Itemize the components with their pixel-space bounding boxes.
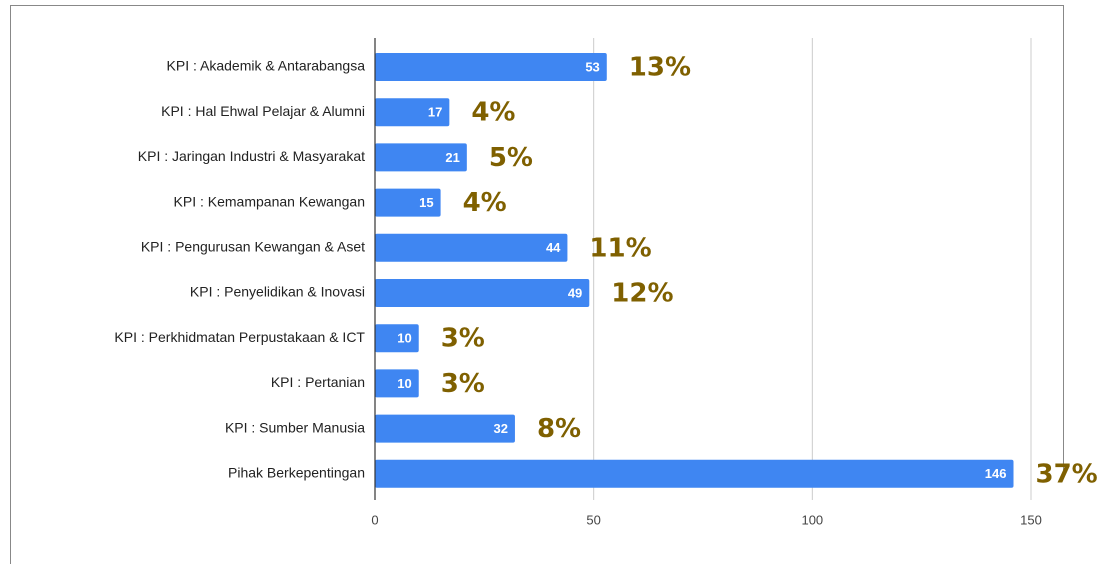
x-tick-label: 150: [1020, 512, 1042, 527]
value-label: 49: [568, 285, 582, 300]
value-label: 17: [428, 105, 442, 120]
percent-label: 4%: [471, 98, 515, 128]
percent-label: 5%: [489, 143, 533, 173]
y-tick-label: KPI : Kemampanan Kewangan: [174, 193, 365, 209]
bar: [375, 233, 568, 262]
value-label: 10: [397, 331, 411, 346]
bar: [375, 98, 450, 127]
bar: [375, 143, 467, 172]
x-tick-label: 100: [801, 512, 823, 527]
percent-label: 3%: [441, 324, 485, 354]
value-label: 53: [585, 59, 599, 74]
value-label: 15: [419, 195, 433, 210]
percent-label: 3%: [441, 369, 485, 399]
y-tick-label: KPI : Sumber Manusia: [225, 419, 365, 435]
percent-label: 11%: [589, 233, 651, 263]
y-tick-label: KPI : Pertanian: [271, 374, 365, 390]
y-tick-label: KPI : Perkhidmatan Perpustakaan & ICT: [114, 329, 365, 345]
value-label: 146: [985, 466, 1007, 481]
value-label: 44: [546, 240, 561, 255]
percent-label: 12%: [611, 279, 673, 309]
percent-label: 8%: [537, 414, 581, 444]
bar: [375, 279, 590, 307]
bar: [375, 459, 1014, 488]
x-tick-label: 0: [371, 512, 378, 527]
bar: [375, 414, 515, 443]
value-label: 21: [445, 150, 459, 165]
y-tick-label: KPI : Hal Ehwal Pelajar & Alumni: [161, 103, 365, 119]
percent-label: 37%: [1036, 459, 1098, 489]
y-tick-label: KPI : Akademik & Antarabangsa: [167, 58, 366, 74]
y-tick-label: KPI : Pengurusan Kewangan & Aset: [141, 239, 365, 255]
value-label: 32: [493, 421, 507, 436]
y-tick-label: Pihak Berkepentingan: [228, 465, 365, 481]
bar: [375, 53, 607, 81]
percent-label: 4%: [463, 188, 507, 218]
y-tick-label: KPI : Penyelidikan & Inovasi: [190, 284, 365, 300]
bar: [375, 324, 419, 353]
value-label: 10: [397, 376, 411, 391]
y-tick-label: KPI : Jaringan Industri & Masyarakat: [138, 148, 365, 164]
bar: [375, 369, 419, 398]
x-tick-label: 50: [586, 512, 600, 527]
bar: [375, 188, 441, 217]
percent-label: 13%: [629, 53, 691, 83]
frame: [10, 5, 1064, 564]
